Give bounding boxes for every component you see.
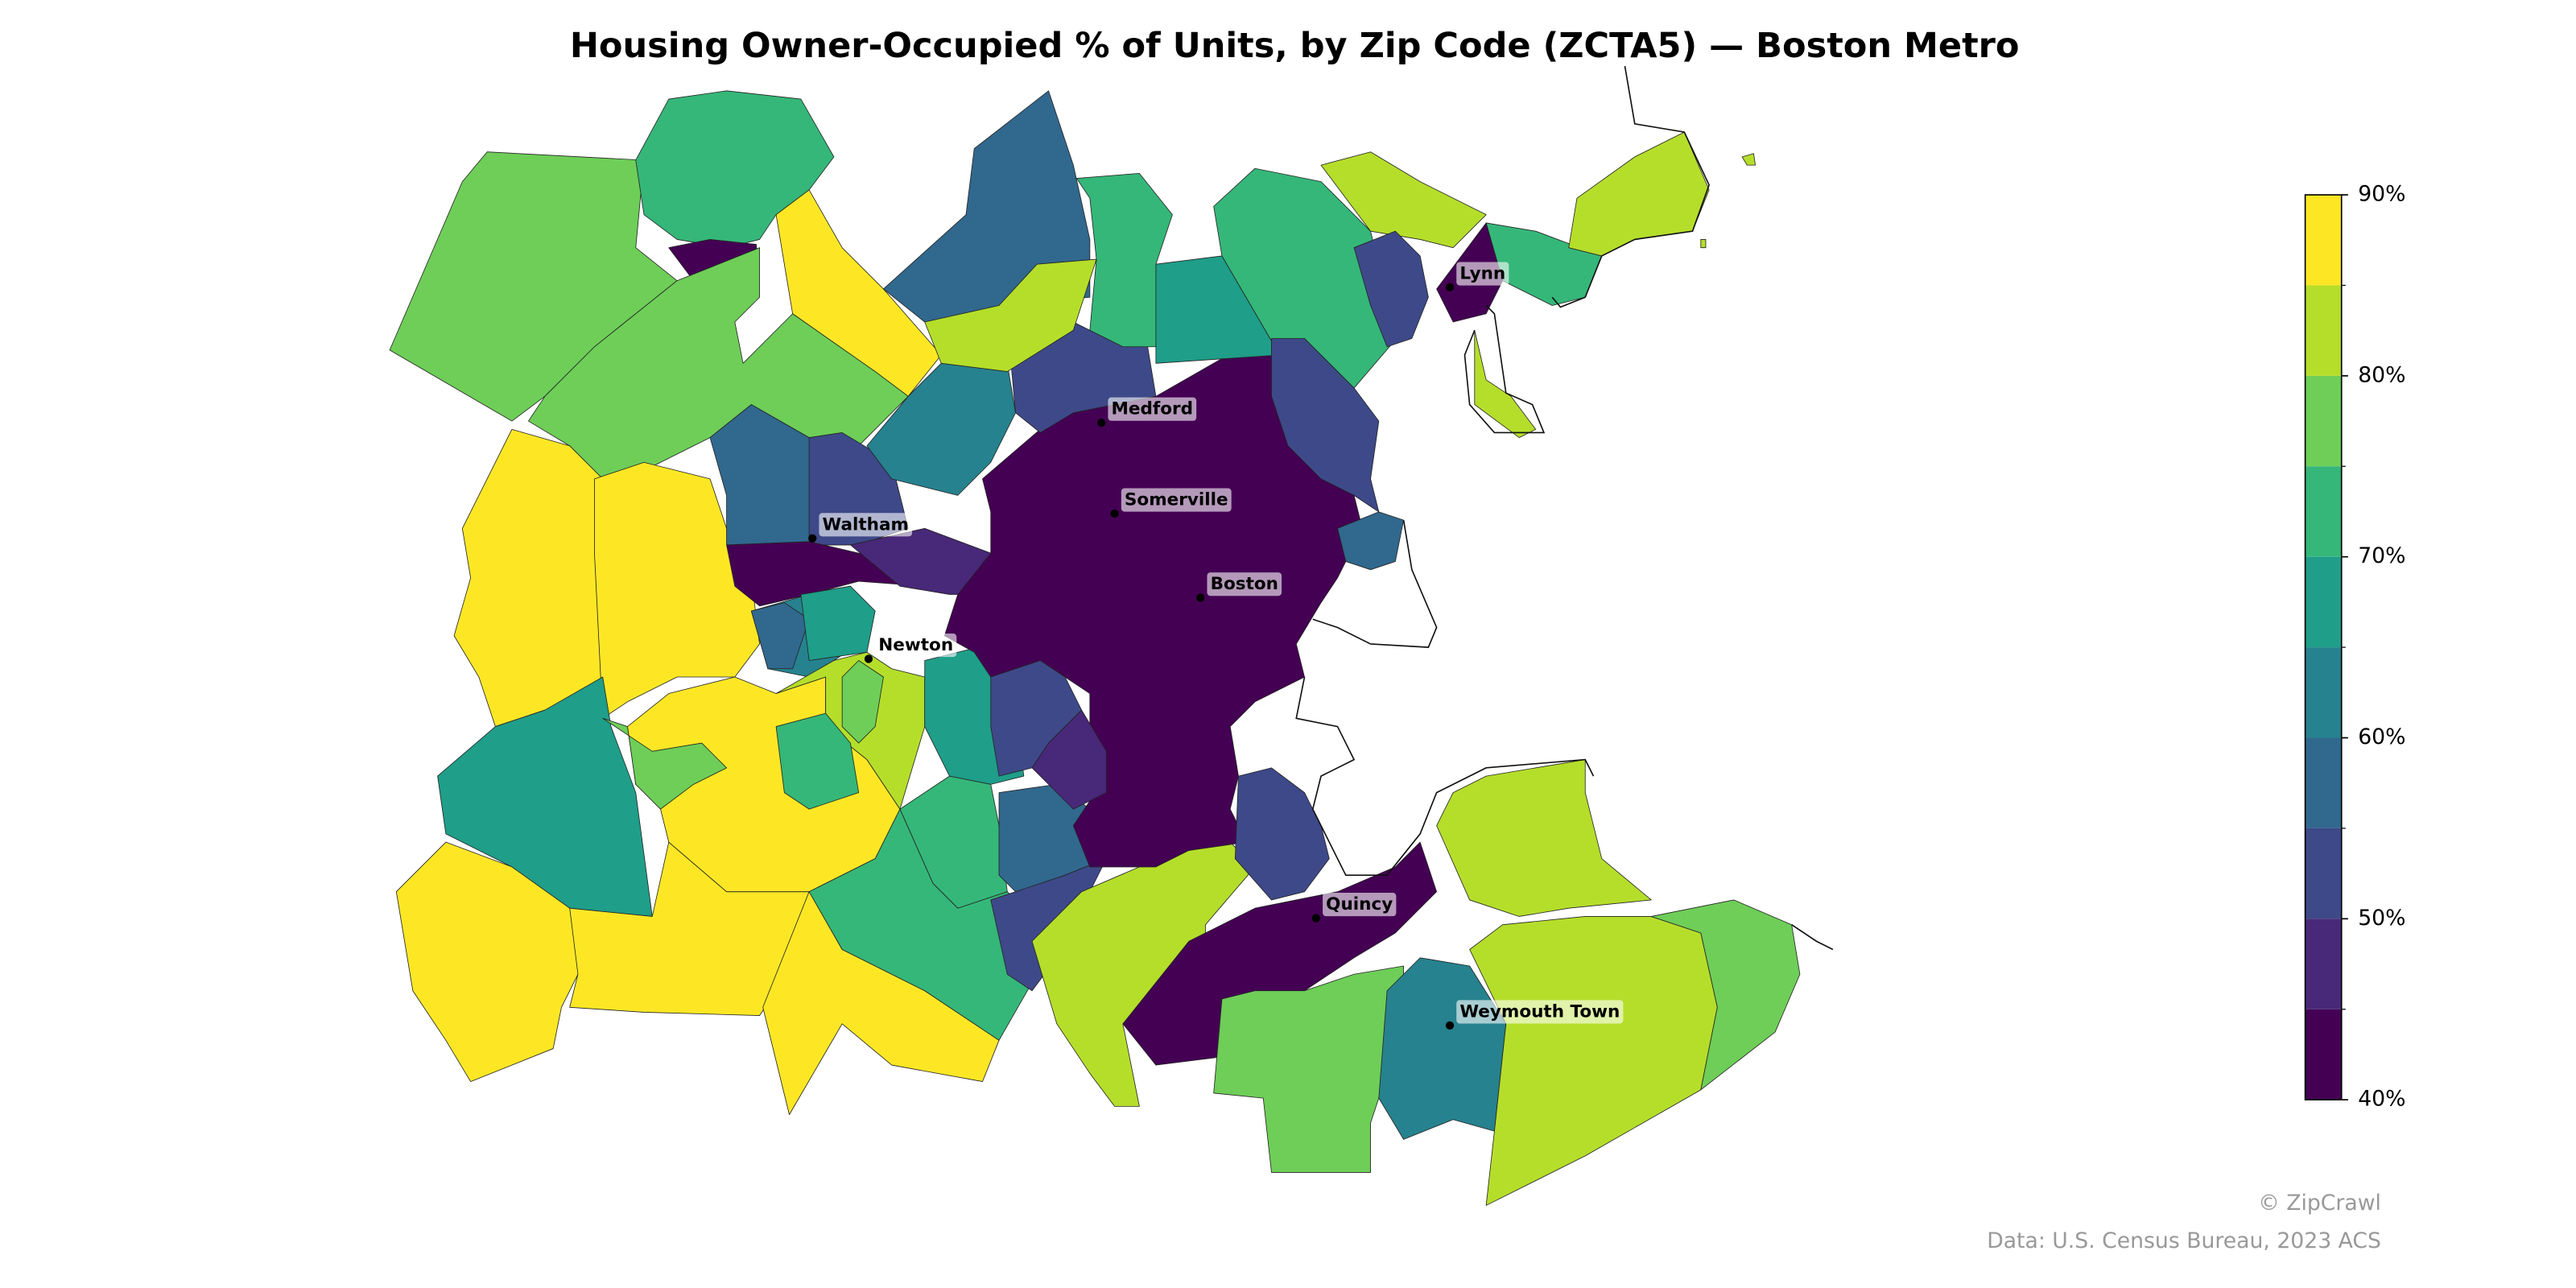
- zip-region: [1474, 329, 1537, 438]
- city-label: Newton: [878, 635, 953, 655]
- coast-line: [1463, 304, 1546, 434]
- colorbar-tick-label: 70%: [2358, 543, 2405, 568]
- zip-region: [841, 660, 884, 744]
- zip-region: [1650, 899, 1801, 1091]
- zip-region: [602, 717, 727, 810]
- city-label-box: [1121, 488, 1232, 512]
- zip-region: [395, 841, 595, 1082]
- city-label-box: [1207, 572, 1282, 597]
- coast-line: [1295, 676, 1595, 876]
- colorbar-tick-label: 40%: [2358, 1087, 2405, 1112]
- city-label: Quincy: [1326, 894, 1393, 914]
- colorbar-tick-label: 80%: [2358, 362, 2405, 387]
- zip-region: [1031, 709, 1107, 810]
- city-label-box: [819, 513, 913, 537]
- zip-region: [437, 676, 653, 917]
- city-label: Medford: [1112, 399, 1194, 419]
- zip-region: [750, 602, 810, 670]
- zip-region: [1076, 172, 1173, 348]
- city-labels: Lynn Medford Somerville Waltham Boston Newton…: [808, 262, 1624, 1030]
- city-dot: [1110, 509, 1119, 518]
- city-label-box: [1456, 262, 1509, 286]
- map-title: Housing Owner-Occupied % of Units, by Zi…: [570, 26, 2020, 66]
- source-note: Data: U.S. Census Bureau, 2023 ACS: [1987, 1228, 2381, 1253]
- city-dot: [1445, 1021, 1455, 1030]
- city-label: Weymouth Town: [1459, 1001, 1620, 1022]
- coast-line: [1551, 65, 1710, 308]
- credit: © ZipCrawl: [2258, 1191, 2381, 1216]
- zip-region: [453, 428, 612, 727]
- colorbar-bin: [2305, 828, 2342, 919]
- coastline: [1295, 65, 1834, 951]
- colorbar-bin: [2305, 195, 2342, 286]
- city-label: Lynn: [1459, 264, 1505, 284]
- colorbar-bin: [2305, 556, 2342, 648]
- colorbar-bin: [2305, 647, 2342, 738]
- zip-region: [1353, 230, 1429, 348]
- zip-region: [1213, 965, 1404, 1173]
- zip-region: [924, 258, 1097, 372]
- zip-region: [1337, 511, 1404, 571]
- city-dot: [1311, 914, 1320, 923]
- city-dot: [1196, 593, 1205, 602]
- city-dot: [864, 654, 873, 663]
- colorbar-tick-label: 90%: [2358, 182, 2405, 207]
- city-dot: [808, 534, 817, 543]
- colorbar-bin: [2305, 1009, 2342, 1100]
- colorbar: 40% 50% 60% 70% 80% 90%: [2304, 182, 2405, 1112]
- city-label-box: [1108, 397, 1197, 421]
- zip-region: [1469, 916, 1718, 1206]
- colorbar-bin: [2305, 737, 2342, 828]
- city-label: Waltham: [823, 514, 909, 535]
- colorbar-bin: [2305, 919, 2342, 1009]
- city-label: Somerville: [1125, 490, 1228, 510]
- colorbar-bin: [2305, 466, 2342, 557]
- zip-region: [1320, 151, 1487, 249]
- zip-region: [1568, 131, 1710, 257]
- city-label-box: [1456, 1000, 1624, 1024]
- zip-regions: [389, 90, 1801, 1206]
- colorbar-bin: [2305, 285, 2342, 376]
- city-dot: [1097, 419, 1106, 427]
- zip-region: [1234, 767, 1330, 901]
- zip-region: [800, 585, 876, 661]
- city-label-box: [875, 634, 957, 658]
- city-label-box: [1323, 893, 1397, 917]
- coast-line: [1791, 924, 1834, 951]
- zip-region: [389, 151, 678, 422]
- island: [1741, 153, 1756, 166]
- coast-line: [1312, 520, 1438, 648]
- island: [1700, 239, 1707, 249]
- city-label: Boston: [1211, 574, 1278, 594]
- zip-region: [1436, 759, 1652, 917]
- colorbar-tick-label: 60%: [2358, 724, 2405, 749]
- zip-region: [775, 712, 860, 810]
- colorbar-tick-label: 50%: [2358, 906, 2405, 931]
- colorbar-bin: [2305, 375, 2342, 467]
- city-dot: [1445, 283, 1455, 292]
